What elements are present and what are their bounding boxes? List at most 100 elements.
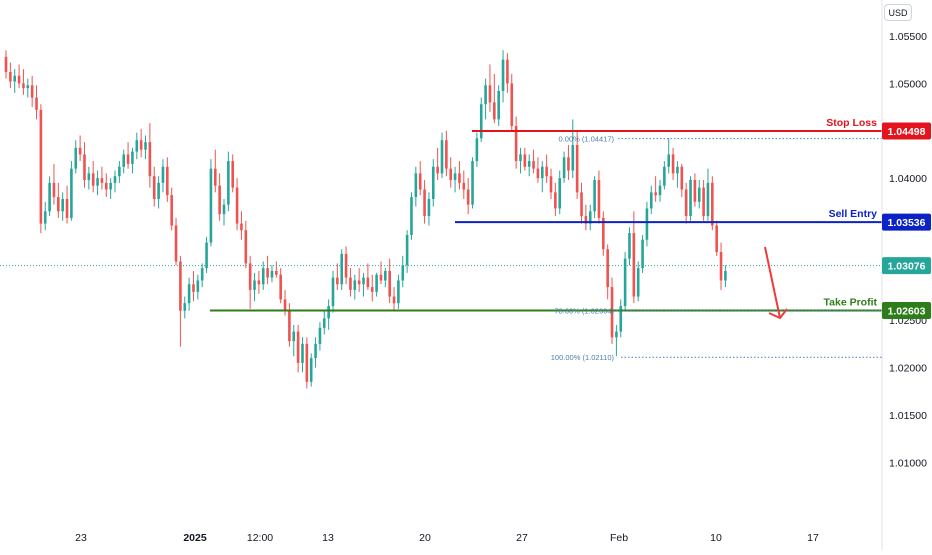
candle-body — [471, 161, 474, 205]
candle-body — [540, 166, 544, 179]
candle-body — [510, 83, 514, 127]
candle-body — [501, 59, 505, 91]
candle-body — [61, 198, 64, 212]
candle-body — [187, 284, 191, 304]
x-tick-label: 2025 — [183, 532, 207, 544]
candle-body — [218, 185, 221, 215]
candle-body — [684, 189, 688, 217]
fib-level-label: 100.00% (1.02110) — [551, 353, 615, 362]
candle-body — [52, 182, 56, 198]
candle-body — [301, 343, 304, 363]
candle-body — [671, 154, 675, 174]
currency-badge[interactable]: USD — [884, 4, 912, 21]
candle-body — [588, 211, 592, 224]
candle-body — [427, 198, 431, 217]
y-tick-label: 1.05000 — [889, 78, 927, 90]
candle-body — [519, 154, 522, 162]
x-tick-label: 20 — [419, 532, 431, 544]
sell-entry-label: Sell Entry — [829, 208, 878, 220]
candle-body — [392, 296, 396, 304]
candle-body — [715, 225, 718, 253]
candle-body — [9, 72, 12, 82]
candle-body — [449, 168, 453, 181]
candle-body — [357, 280, 361, 285]
candle-body — [240, 223, 243, 231]
candle-body — [57, 197, 60, 212]
candle-body — [96, 178, 99, 186]
y-tick-label: 1.01500 — [889, 410, 927, 422]
candle-body — [74, 147, 78, 169]
candle-body — [549, 176, 553, 193]
candle-body — [506, 59, 509, 84]
candle-body — [606, 249, 609, 288]
candle-body — [122, 154, 126, 167]
candle-body — [667, 154, 671, 167]
fib-level-label: 78.60% (1.02604) — [554, 306, 614, 315]
candle-body — [322, 318, 326, 328]
candle-body — [309, 358, 313, 382]
candle-body — [575, 144, 579, 193]
candle-body — [719, 252, 723, 281]
candle-body — [22, 83, 25, 89]
candle-body — [43, 211, 47, 224]
candle-body — [340, 253, 344, 285]
candle-body — [87, 173, 91, 181]
candle-body — [126, 154, 130, 164]
take-profit-price-badge-text: 1.02603 — [888, 305, 926, 317]
candle-body — [100, 178, 104, 183]
candle-body — [497, 90, 500, 120]
candle-body — [693, 180, 697, 202]
forecast-arrow — [764, 246, 788, 320]
candle-body — [628, 233, 631, 259]
candle-body — [654, 192, 657, 196]
candle-body — [697, 187, 701, 202]
x-axis[interactable]: 23 2025 12:00 13 20 27 Feb 10 17 — [75, 532, 819, 544]
candle-body — [375, 274, 378, 292]
candle-body — [118, 166, 121, 177]
fibonacci-levels: 0.00% (1.04417) 78.60% (1.02604) 100.00% (… — [551, 135, 882, 362]
candle-body — [179, 261, 182, 311]
x-tick-label: 23 — [75, 532, 87, 544]
candle-body — [466, 189, 470, 205]
candle-body — [17, 75, 21, 84]
candle-body — [235, 187, 239, 224]
candle-body — [48, 182, 51, 212]
candle-body — [200, 268, 204, 281]
candle-body — [545, 166, 548, 177]
candle-body — [35, 97, 38, 110]
candle-body — [597, 180, 601, 218]
candle-body — [571, 144, 575, 171]
candle-body — [113, 176, 117, 183]
candle-body — [645, 208, 649, 240]
candle-body — [91, 173, 95, 186]
candle-body — [70, 168, 73, 218]
candle-body — [283, 299, 287, 311]
candle-body — [331, 277, 335, 307]
y-tick-label: 1.04000 — [889, 173, 927, 185]
candle-body — [244, 230, 248, 264]
candle-body — [104, 182, 108, 190]
candle-body — [209, 168, 213, 243]
candle-body — [554, 192, 557, 209]
candle-body — [266, 268, 269, 278]
candle-body — [349, 277, 352, 290]
y-axis[interactable]: 1.055001.050001.040001.035001.025001.020… — [881, 0, 927, 550]
candle-body — [292, 331, 296, 342]
x-tick-label: 17 — [807, 532, 819, 544]
candle-body — [353, 280, 357, 290]
fib-level-label: 0.00% (1.04417) — [559, 135, 615, 144]
candle-body — [676, 166, 679, 174]
candle-body — [131, 151, 134, 164]
y-tick-label: 1.05500 — [889, 31, 927, 43]
candle-body — [327, 306, 330, 319]
candle-body — [462, 182, 466, 190]
candle-body — [26, 85, 30, 89]
candle-body — [615, 331, 618, 338]
candle-body — [602, 217, 605, 250]
candle-body — [13, 75, 17, 82]
candle-body — [431, 166, 435, 199]
candle-body — [227, 161, 230, 205]
candle-body — [724, 270, 727, 281]
candle-body — [174, 225, 178, 262]
